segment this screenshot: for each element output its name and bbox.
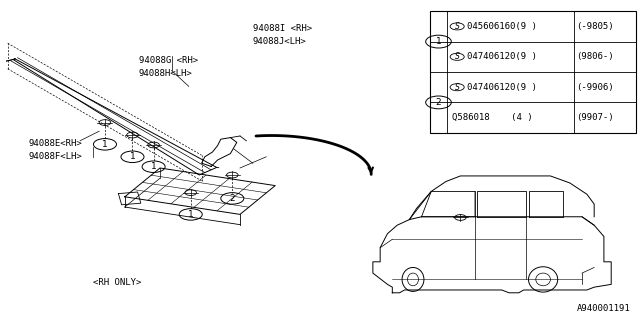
Text: (9907-): (9907-) — [577, 113, 614, 122]
Text: A940001191: A940001191 — [577, 304, 630, 313]
Text: S: S — [455, 52, 460, 61]
Text: 1: 1 — [151, 162, 156, 171]
Text: 94088E<RH>: 94088E<RH> — [29, 139, 83, 148]
Text: 1: 1 — [436, 37, 442, 46]
Text: 94088F<LH>: 94088F<LH> — [29, 152, 83, 161]
Text: 1: 1 — [188, 210, 193, 219]
Text: Q586018    (4 ): Q586018 (4 ) — [452, 113, 532, 122]
Text: 94088J<LH>: 94088J<LH> — [253, 37, 307, 46]
Text: 94088H<LH>: 94088H<LH> — [139, 69, 193, 78]
Text: (9806-): (9806-) — [577, 52, 614, 61]
Text: 045606160(9 ): 045606160(9 ) — [467, 22, 537, 31]
Text: (-9805): (-9805) — [577, 22, 614, 31]
Text: (-9906): (-9906) — [577, 83, 614, 92]
Text: 047406120(9 ): 047406120(9 ) — [467, 83, 537, 92]
Text: S: S — [455, 22, 460, 31]
Text: 1: 1 — [102, 140, 108, 149]
Text: 2: 2 — [436, 98, 442, 107]
Text: 1: 1 — [130, 152, 135, 161]
Bar — [430, 11, 636, 133]
Text: 2: 2 — [230, 194, 235, 203]
Text: 047406120(9 ): 047406120(9 ) — [467, 52, 537, 61]
Text: 94088G <RH>: 94088G <RH> — [139, 56, 198, 65]
Text: 94088I <RH>: 94088I <RH> — [253, 24, 312, 33]
Text: <RH ONLY>: <RH ONLY> — [93, 278, 141, 287]
Text: S: S — [455, 83, 460, 92]
